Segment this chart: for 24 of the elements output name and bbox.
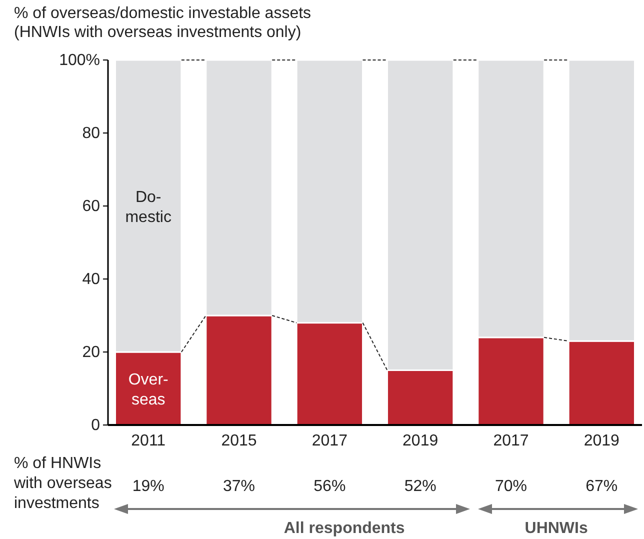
text: 56% <box>314 478 346 495</box>
x-tick-label: 2019 <box>584 432 620 450</box>
series-label: Over- seas <box>128 372 168 408</box>
text: 37% <box>222 478 256 495</box>
text: 52% <box>404 478 436 495</box>
text: 67% <box>586 478 618 495</box>
text: UHNWIs <box>524 520 588 537</box>
y-tick-label: 100% <box>59 52 100 70</box>
x-tick-label: 2015 <box>221 432 257 450</box>
chart-title: % of overseas/domestic investable assets (HNWIs with overseas investments only) <box>14 5 312 41</box>
y-tick-label: 20 <box>82 344 100 362</box>
text: % of HNWIs with overseas investments <box>13 455 112 512</box>
text: 70% <box>494 478 528 495</box>
text: 19% <box>132 478 164 495</box>
y-tick-label: 80 <box>82 125 100 142</box>
x-tick-label: 2011 <box>131 432 166 450</box>
x-tick-label: 2017 <box>312 432 348 450</box>
series-label: Do- mestic <box>125 189 172 226</box>
y-tick-label: 40 <box>82 271 100 288</box>
text: All respondents <box>284 520 405 537</box>
y-tick-label: 60 <box>82 198 100 216</box>
y-tick-label: 0 <box>91 417 100 434</box>
x-tick-label: 2019 <box>402 432 438 450</box>
x-tick-label: 2017 <box>493 432 529 450</box>
